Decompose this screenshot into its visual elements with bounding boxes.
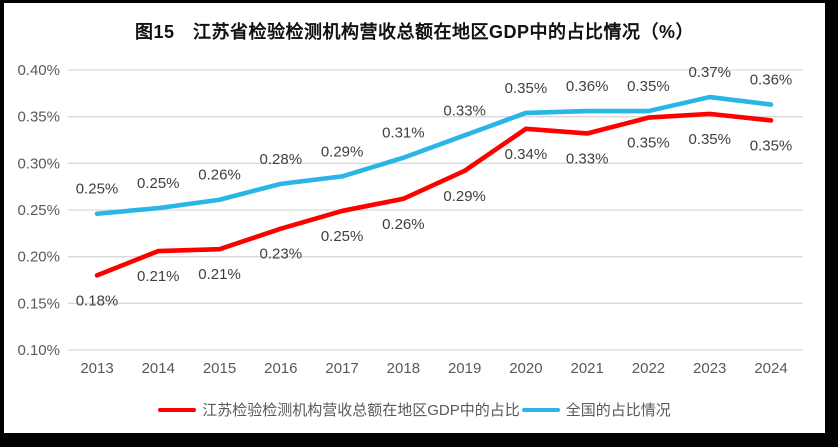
legend-item-national: 全国的占比情况 — [521, 399, 671, 420]
series-line-jiangsu — [94, 111, 774, 278]
chart-canvas: 图15 江苏省检验检测机构营收总额在地区GDP中的占比情况（%） 0.40% 0.… — [4, 3, 825, 433]
data-label: 0.35% — [750, 137, 793, 154]
x-tick-label: 2017 — [325, 360, 358, 377]
data-label: 0.21% — [137, 268, 180, 285]
data-label: 0.36% — [750, 72, 793, 89]
x-tick-label: 2020 — [509, 360, 542, 377]
data-label: 0.28% — [260, 151, 303, 168]
legend-item-jiangsu: 江苏检验检测机构营收总额在地区GDP中的占比 — [158, 399, 520, 420]
data-label: 0.23% — [260, 246, 303, 263]
data-label: 0.36% — [566, 78, 609, 95]
data-label: 0.35% — [627, 78, 670, 95]
x-tick-label: 2019 — [448, 360, 481, 377]
data-label: 0.25% — [137, 175, 180, 192]
y-tick-label: 0.15% — [17, 295, 60, 312]
x-tick-label: 2024 — [754, 360, 787, 377]
x-tick-label: 2023 — [693, 360, 726, 377]
data-label: 0.29% — [443, 188, 486, 205]
data-label: 0.33% — [443, 102, 486, 119]
legend-label-national: 全国的占比情况 — [565, 402, 671, 419]
y-tick-label: 0.20% — [17, 249, 60, 266]
data-label: 0.37% — [688, 64, 731, 81]
x-tick-label: 2022 — [632, 360, 665, 377]
data-label: 0.35% — [688, 131, 731, 148]
x-tick-label: 2014 — [142, 360, 175, 377]
x-tick-label: 2015 — [203, 360, 236, 377]
data-label: 0.35% — [505, 80, 548, 97]
y-tick-label: 0.25% — [17, 202, 60, 219]
legend-swatch-jiangsu-red-line — [158, 407, 197, 412]
x-tick-label: 2016 — [264, 360, 297, 377]
y-tick-label: 0.30% — [17, 155, 60, 172]
y-tick-label: 0.35% — [17, 109, 60, 126]
x-tick-label: 2013 — [80, 360, 113, 377]
legend: 江苏检验检测机构营收总额在地区GDP中的占比 全国的占比情况 — [4, 399, 825, 420]
y-tick-label: 0.40% — [17, 62, 60, 79]
y-tick-label: 0.10% — [17, 342, 60, 359]
legend-label-jiangsu: 江苏检验检测机构营收总额在地区GDP中的占比 — [202, 402, 520, 419]
data-label: 0.31% — [382, 125, 425, 142]
chart-title: 图15 江苏省检验检测机构营收总额在地区GDP中的占比情况（%） — [134, 22, 695, 42]
data-label: 0.33% — [566, 150, 609, 167]
x-tick-label: 2021 — [570, 360, 603, 377]
data-label: 0.25% — [76, 181, 119, 198]
data-label: 0.26% — [198, 167, 241, 184]
data-label: 0.29% — [321, 143, 364, 160]
data-label: 0.35% — [627, 135, 670, 152]
data-label: 0.21% — [198, 266, 241, 283]
x-tick-label: 2018 — [387, 360, 420, 377]
data-label: 0.34% — [505, 146, 548, 163]
data-label: 0.26% — [382, 216, 425, 233]
data-label: 0.18% — [76, 292, 119, 309]
line-chart: 0.40% 0.35% 0.30% 0.25% 0.20% 0.15% 0.10% 2013 2… — [17, 62, 803, 377]
legend-swatch-national-blue-line — [521, 407, 560, 412]
data-label: 0.25% — [321, 228, 364, 245]
series-line-national — [94, 94, 774, 217]
